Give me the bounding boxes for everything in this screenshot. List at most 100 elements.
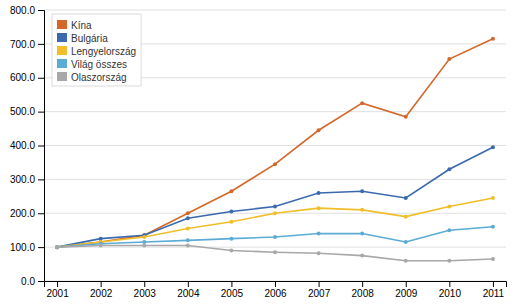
- series-point: [447, 228, 451, 232]
- grid-line: [44, 179, 506, 180]
- series-point: [317, 206, 321, 210]
- y-tick-mark: [38, 281, 44, 282]
- series-point: [273, 204, 277, 208]
- series-point: [491, 225, 495, 229]
- x-tick: 2007: [308, 281, 331, 299]
- series-point: [186, 211, 190, 215]
- series-point: [186, 216, 190, 220]
- x-tick-label: 2011: [483, 288, 505, 299]
- x-tick-label: 2005: [221, 288, 244, 299]
- series-point: [404, 196, 408, 200]
- x-tick-label: 2004: [177, 288, 200, 299]
- x-tick-label: 2002: [90, 288, 113, 299]
- x-axis-line: [45, 282, 507, 288]
- y-tick-label: 200.0: [10, 208, 35, 219]
- series-point: [273, 162, 277, 166]
- series-point: [273, 211, 277, 215]
- y-tick-label: 400.0: [10, 140, 35, 151]
- y-tick-label: 600.0: [10, 72, 35, 83]
- x-tick-mark: [101, 281, 102, 287]
- series-point: [229, 220, 233, 224]
- x-tick-label: 2009: [395, 288, 418, 299]
- y-tick: 800.0: [10, 5, 44, 16]
- y-tick: 600.0: [10, 72, 44, 83]
- x-tick-label: 2006: [264, 288, 287, 299]
- series-point: [404, 115, 408, 119]
- x-tick-mark: [319, 281, 320, 287]
- legend-item: Kína: [57, 20, 92, 31]
- y-tick: 700.0: [10, 39, 44, 50]
- series-point: [360, 101, 364, 105]
- y-tick-mark: [38, 146, 44, 147]
- legend-label: Lengyelország: [71, 46, 136, 57]
- y-tick: 400.0: [10, 140, 44, 151]
- legend-label: Kína: [71, 20, 92, 31]
- y-tick-mark: [38, 44, 44, 45]
- series-point: [273, 250, 277, 254]
- series-point: [99, 243, 103, 247]
- legend-item: Olaszország: [57, 72, 127, 83]
- grid-line: [44, 111, 506, 112]
- y-tick-mark: [38, 112, 44, 113]
- series-point: [142, 235, 146, 239]
- series-point: [186, 238, 190, 242]
- series-point: [273, 235, 277, 239]
- x-tick-mark: [188, 281, 189, 287]
- y-tick-mark: [38, 10, 44, 11]
- y-axis-line: [38, 11, 45, 282]
- y-tick: 300.0: [10, 174, 44, 185]
- x-tick-mark: [231, 281, 232, 287]
- legend-label: Bulgária: [71, 33, 108, 44]
- x-tick: 2010: [439, 281, 462, 299]
- series-line: [57, 147, 493, 247]
- x-tick: 2002: [90, 281, 113, 299]
- x-tick: 2001: [46, 281, 69, 299]
- series-point: [447, 204, 451, 208]
- x-tick-mark: [406, 281, 407, 287]
- series-point: [447, 57, 451, 61]
- series-point: [317, 191, 321, 195]
- y-tick-label: 800.0: [10, 5, 35, 16]
- x-tick: 2011: [483, 281, 505, 299]
- legend-label: Világ összes: [71, 59, 127, 70]
- series-point: [55, 245, 59, 249]
- legend-swatch: [57, 46, 67, 55]
- plot: 2001 2002 2003 2004 2005 2006 2007 2008 2009 2010…: [10, 5, 507, 299]
- y-tick: 100.0: [10, 242, 44, 253]
- grid: [44, 10, 506, 281]
- x-tick-mark: [362, 281, 363, 287]
- x-tick-label: 2010: [439, 288, 462, 299]
- x-tick-label: 2001: [46, 288, 69, 299]
- series-point: [491, 145, 495, 149]
- x-tick: 2009: [395, 281, 418, 299]
- series-point: [491, 37, 495, 41]
- x-tick-mark: [493, 281, 494, 287]
- marks: [55, 37, 495, 263]
- y-tick: 0.0: [21, 276, 44, 287]
- series-point: [360, 254, 364, 258]
- y-tick-mark: [38, 78, 44, 79]
- x-tick-mark: [275, 281, 276, 287]
- x-tick: 2004: [177, 281, 200, 299]
- series-point: [404, 215, 408, 219]
- x-tick-label: 2003: [134, 288, 157, 299]
- series-point: [491, 196, 495, 200]
- y-axis: 0.0100.0200.0300.0400.0500.0600.0700.080…: [10, 5, 45, 287]
- legend-item: Világ összes: [57, 59, 127, 70]
- series-point: [55, 245, 59, 249]
- x-tick-mark: [144, 281, 145, 287]
- x-tick-label: 2008: [352, 288, 375, 299]
- y-tick-mark: [38, 213, 44, 214]
- series-point: [229, 210, 233, 214]
- series-point: [229, 249, 233, 253]
- series-point: [142, 243, 146, 247]
- x-tick-mark: [449, 281, 450, 287]
- series-point: [404, 240, 408, 244]
- legend-frame: [52, 14, 141, 86]
- series-point: [229, 189, 233, 193]
- y-tick-label: 700.0: [10, 39, 35, 50]
- series-point: [360, 189, 364, 193]
- series-point: [317, 232, 321, 236]
- series-point: [229, 237, 233, 241]
- series-point: [404, 259, 408, 263]
